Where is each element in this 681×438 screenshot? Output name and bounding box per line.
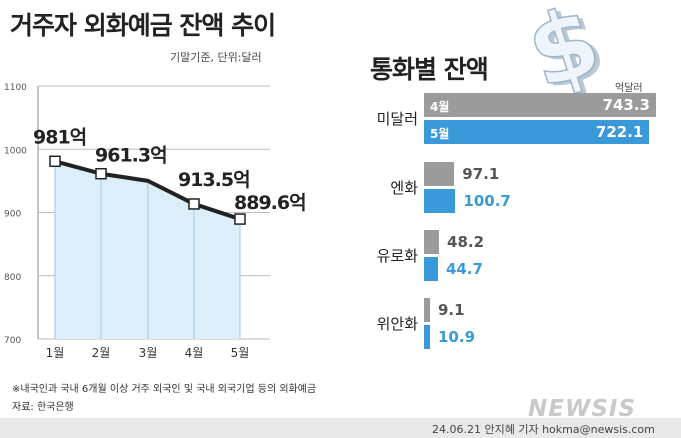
bar <box>424 120 650 144</box>
data-label: 913.5억 <box>178 169 250 191</box>
series-label: 4월 <box>430 100 450 114</box>
data-point <box>49 155 61 168</box>
bar <box>424 230 440 254</box>
bar-value-label: 9.1 <box>438 301 465 319</box>
y-tick-label: 1000 <box>4 146 27 156</box>
series-label: 5월 <box>430 127 450 141</box>
bar <box>424 298 430 322</box>
svg-text:$: $ <box>515 2 613 94</box>
data-point <box>234 213 246 225</box>
unit-label: 기말기준, 단위:달러 <box>170 51 262 64</box>
bar <box>424 325 430 349</box>
data-point <box>188 198 200 210</box>
bar <box>424 93 656 117</box>
bar-value-label: 100.7 <box>463 192 511 210</box>
currency-label: 엔화 <box>390 179 418 197</box>
footnote: ※내국인과 국내 6개월 이상 거주 외국인 및 국내 외국기업 등의 외화예금 <box>12 384 317 395</box>
x-tick-label: 3월 <box>139 346 158 360</box>
x-tick-label: 5월 <box>231 346 250 360</box>
bar-value-label: 722.1 <box>595 123 644 141</box>
x-tick-label: 1월 <box>46 346 65 360</box>
bar <box>424 162 455 186</box>
bar <box>424 189 456 213</box>
dollar-sign-icon: $ $ <box>514 2 618 94</box>
x-tick-label: 2월 <box>92 346 111 360</box>
credit-line: 24.06.21 안지혜 기자 hokma@newsis.com <box>432 423 655 436</box>
footer-bar <box>0 418 681 438</box>
data-point <box>95 167 107 180</box>
bar-value-label: 10.9 <box>438 328 476 346</box>
data-label: 889.6억 <box>234 192 306 214</box>
series-line <box>54 159 241 221</box>
x-tick-label: 4월 <box>185 346 204 360</box>
currency-label: 미달러 <box>376 110 418 128</box>
page-title: 거주자 외화예금 잔액 추이 <box>10 11 276 40</box>
data-label: 961.3억 <box>95 145 167 167</box>
bar-value-label: 44.7 <box>445 260 483 278</box>
y-tick-label: 900 <box>4 210 21 220</box>
bar-value-label: 48.2 <box>447 233 485 251</box>
currency-chart-title: 통화별 잔액 <box>370 55 489 84</box>
bar <box>424 257 438 281</box>
y-tick-label: 700 <box>4 336 21 346</box>
currency-unit: 억달러 <box>615 83 643 94</box>
data-label: 981억 <box>33 126 86 148</box>
source: 자료: 한국은행 <box>12 402 74 413</box>
y-tick-label: 800 <box>4 273 21 283</box>
currency-label: 유로화 <box>376 247 418 265</box>
currency-bar-chart: 미달러 4월 743.3 5월 722.1 엔화 97.1 100.7 유로화 48.2 44.7 위… <box>360 90 681 370</box>
bar-value-label: 743.3 <box>602 96 650 114</box>
bar-value-label: 97.1 <box>462 165 500 183</box>
newsis-watermark: NEWSIS <box>528 396 637 422</box>
currency-label: 위안화 <box>376 315 418 333</box>
y-tick-label: 1100 <box>4 83 27 93</box>
